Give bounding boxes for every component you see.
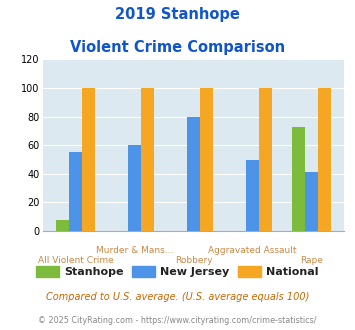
Text: Aggravated Assault: Aggravated Assault: [208, 246, 296, 255]
Text: 2019 Stanhope: 2019 Stanhope: [115, 7, 240, 21]
Text: Rape: Rape: [300, 256, 323, 265]
Bar: [187, 116, 200, 231]
Bar: [200, 88, 213, 231]
Bar: [259, 88, 272, 231]
Text: Violent Crime Comparison: Violent Crime Comparison: [70, 40, 285, 54]
Bar: [305, 172, 318, 231]
Bar: [82, 88, 95, 231]
Text: All Violent Crime: All Violent Crime: [38, 256, 114, 265]
Bar: [56, 219, 69, 231]
Bar: [141, 88, 154, 231]
Text: Compared to U.S. average. (U.S. average equals 100): Compared to U.S. average. (U.S. average …: [46, 292, 309, 302]
Text: © 2025 CityRating.com - https://www.cityrating.com/crime-statistics/: © 2025 CityRating.com - https://www.city…: [38, 316, 317, 325]
Bar: [318, 88, 331, 231]
Bar: [69, 152, 82, 231]
Bar: [292, 127, 305, 231]
Text: Murder & Mans...: Murder & Mans...: [96, 246, 173, 255]
Bar: [246, 159, 259, 231]
Legend: Stanhope, New Jersey, National: Stanhope, New Jersey, National: [32, 261, 323, 281]
Text: Robbery: Robbery: [175, 256, 212, 265]
Bar: [128, 145, 141, 231]
